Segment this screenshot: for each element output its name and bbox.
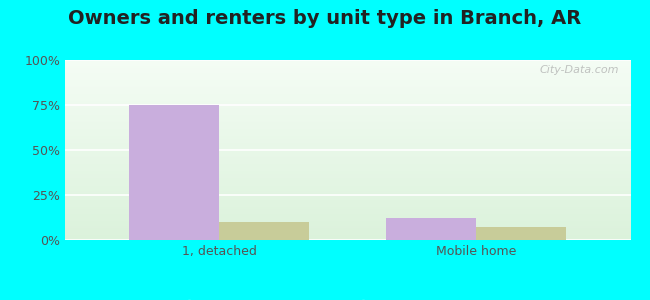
Bar xyxy=(386,218,476,240)
Text: City-Data.com: City-Data.com xyxy=(540,65,619,75)
Text: Owners and renters by unit type in Branch, AR: Owners and renters by unit type in Branc… xyxy=(68,9,582,28)
Bar xyxy=(129,105,219,240)
Bar xyxy=(219,222,309,240)
Bar xyxy=(476,227,566,240)
Legend: Owner occupied units, Renter occupied units: Owner occupied units, Renter occupied un… xyxy=(178,297,517,300)
